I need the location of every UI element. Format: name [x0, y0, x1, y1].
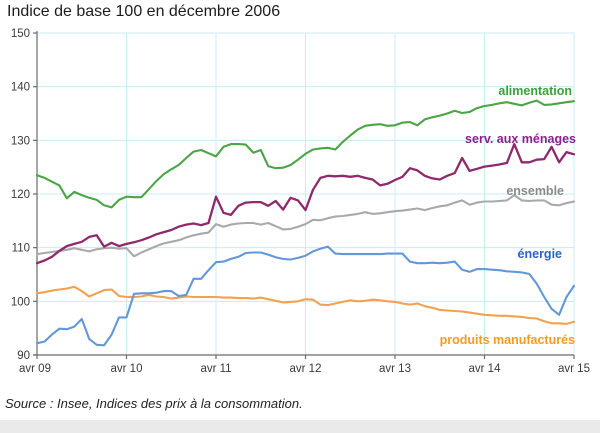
tick-labels: 90 100 110 120 130 140 150 avr 09 avr 10 avr 11 av… — [11, 28, 590, 375]
series-line-serv_aux_menages — [35, 142, 576, 265]
series-line-produits_manufactures — [35, 285, 576, 325]
window-edge-strip — [0, 420, 600, 433]
gridlines — [37, 32, 575, 355]
series-label-serv_aux_menages: serv. aux ménages — [465, 132, 576, 146]
chart-title: Indice de base 100 en décembre 2006 — [7, 3, 281, 20]
series-line-alimentation — [35, 99, 576, 209]
y-tick-label: 110 — [12, 243, 30, 255]
series-label-produits_manufactures: produits manufacturés — [440, 333, 575, 347]
y-tick-label: 120 — [11, 189, 30, 201]
y-tick-label: 140 — [11, 82, 30, 94]
y-tick-label: 150 — [11, 28, 30, 40]
series-line-ensemble — [35, 194, 576, 258]
source-note: Source : Insee, Indices des prix à la co… — [5, 396, 303, 411]
x-tick-label: avr 13 — [379, 363, 411, 375]
x-tick-label: avr 15 — [558, 363, 590, 375]
x-tick-label: avr 09 — [19, 363, 51, 375]
x-tick-label: avr 14 — [469, 363, 502, 375]
axes — [33, 31, 575, 359]
x-tick-label: avr 10 — [111, 363, 143, 375]
x-tick-label: avr 11 — [200, 363, 231, 375]
series-label-ensemble: ensemble — [506, 184, 564, 198]
series-label-alimentation: alimentation — [498, 84, 572, 98]
y-tick-label: 130 — [11, 135, 30, 147]
series-label-energie: énergie — [518, 247, 563, 261]
x-tick-label: avr 12 — [290, 363, 322, 375]
y-tick-label: 100 — [11, 296, 30, 308]
series-line-energie — [35, 245, 576, 347]
y-tick-label: 90 — [17, 350, 30, 362]
